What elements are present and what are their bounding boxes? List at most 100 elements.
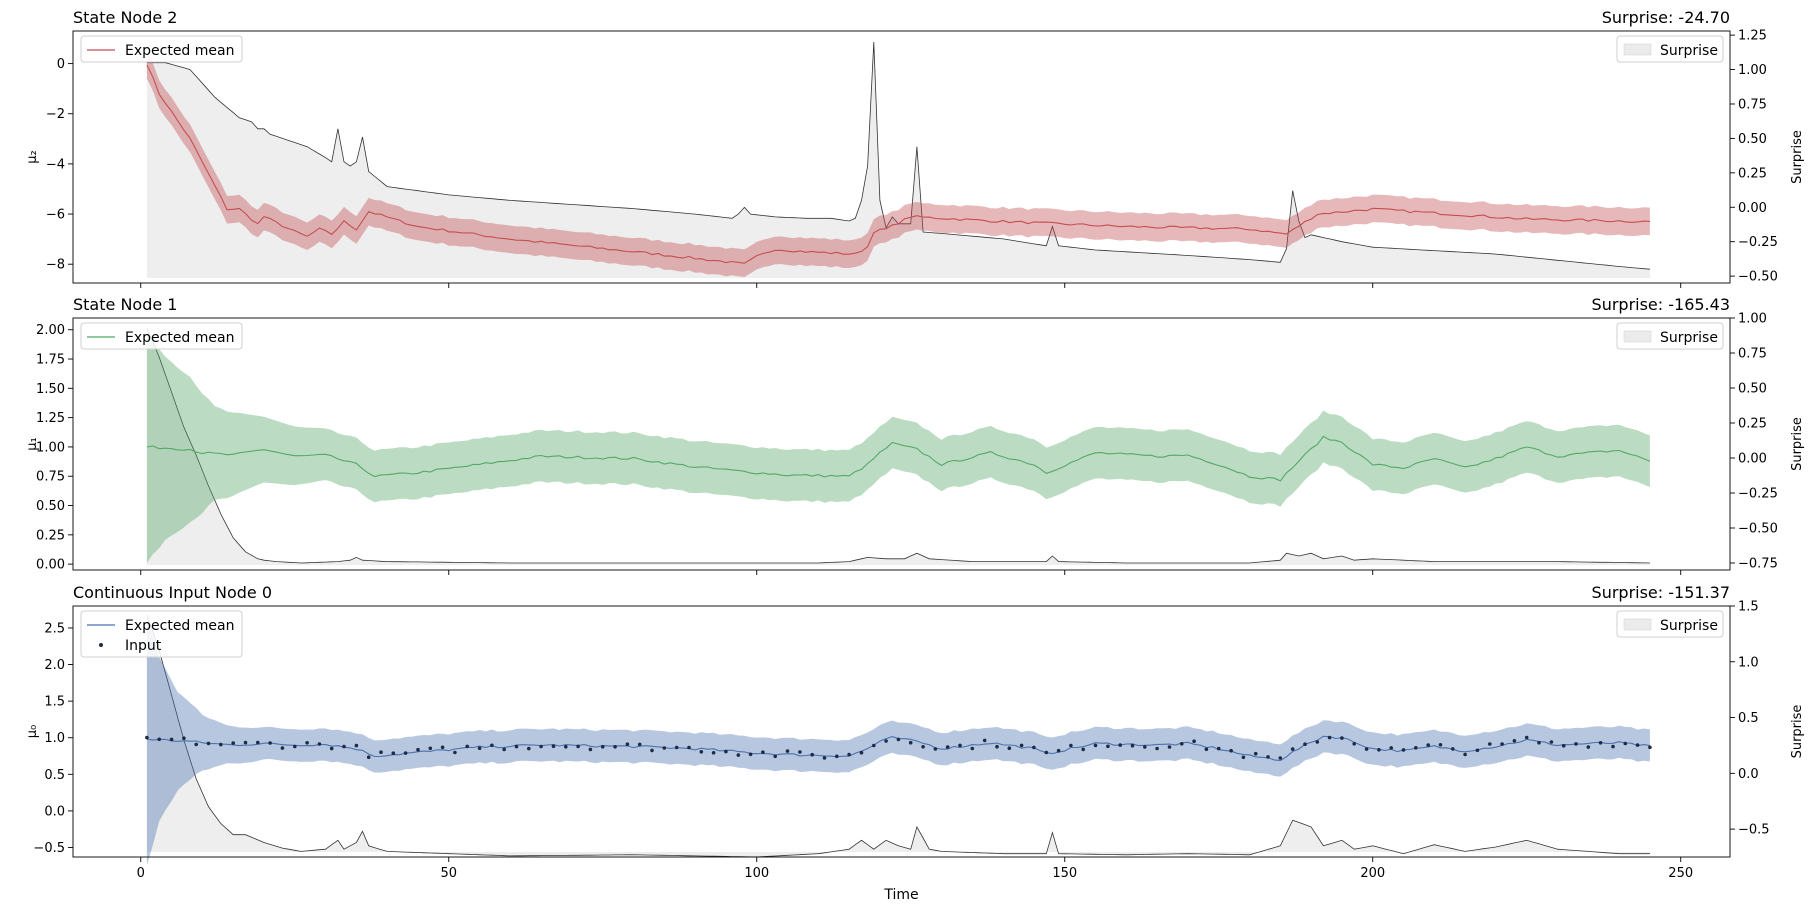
input-point	[785, 749, 790, 753]
input-point	[761, 750, 765, 754]
legend-right	[1616, 322, 1724, 350]
input-point	[1438, 743, 1443, 747]
input-point	[255, 740, 260, 745]
y-tick-label-right: 0.0	[1738, 767, 1759, 782]
input-point	[1561, 744, 1566, 748]
x-tick-label: 100	[744, 866, 769, 881]
input-point	[588, 747, 593, 752]
legend-input-swatch	[99, 643, 103, 647]
input-point	[1044, 750, 1049, 755]
plot-frame	[72, 30, 1731, 284]
y-tick-label: 1.75	[36, 353, 65, 368]
y-tick-label: 0.0	[44, 804, 65, 819]
legend-label: Expected mean	[125, 618, 234, 634]
input-point	[822, 756, 827, 760]
input-point	[958, 743, 962, 748]
input-point	[182, 736, 186, 740]
y-tick-label-right: 0.00	[1738, 452, 1767, 467]
input-point	[194, 742, 198, 747]
input-point	[1611, 744, 1615, 749]
input-point	[711, 751, 716, 755]
y-axis-label: μ₁	[25, 437, 40, 450]
input-point	[748, 752, 753, 757]
input-point	[1278, 756, 1283, 760]
y-tick-label-right: 0.50	[1738, 132, 1767, 147]
y-tick-label: 2.5	[44, 621, 65, 636]
input-point	[1069, 743, 1073, 748]
input-point	[1327, 735, 1332, 740]
input-point	[1266, 755, 1270, 759]
input-point	[564, 745, 568, 749]
input-point	[1143, 745, 1147, 749]
panel-surprise-total: Surprise: -151.37	[1592, 583, 1730, 602]
input-point	[1648, 745, 1652, 750]
input-point	[1414, 746, 1418, 750]
expected-mean-line	[146, 435, 1651, 482]
x-tick-label: 50	[440, 866, 457, 881]
input-point	[490, 743, 494, 748]
input-point	[662, 746, 667, 750]
input-point	[465, 744, 470, 749]
panel-3: 0 50 100 150 200 250 2.5 2.0 1.5 1.0 0.5 0.0 −0.5 1.5…	[25, 583, 1805, 903]
x-axis-label: Time	[883, 887, 918, 903]
y-tick-label-right: 1.0	[1738, 655, 1759, 670]
legend-label: Expected mean	[125, 43, 234, 59]
input-point	[1167, 745, 1172, 749]
y-tick-label: 2.00	[36, 323, 65, 338]
legend-right	[1616, 35, 1724, 63]
input-point	[1401, 748, 1406, 752]
y-tick-label-right: −0.25	[1738, 235, 1778, 250]
input-point	[477, 746, 482, 750]
input-point	[1426, 743, 1430, 747]
input-point	[1303, 742, 1307, 746]
y-tick-label: 0.5	[44, 768, 65, 783]
input-point	[502, 747, 507, 752]
input-point	[440, 745, 445, 750]
y-tick-label-right: 0.75	[1738, 347, 1767, 362]
input-point	[354, 743, 359, 748]
input-point	[1537, 740, 1541, 745]
input-point	[1032, 745, 1036, 750]
y-axis-label-right: Surprise	[1790, 417, 1805, 471]
input-point	[1340, 736, 1344, 740]
input-point	[231, 741, 235, 745]
input-point	[366, 755, 371, 759]
input-point	[1081, 747, 1085, 752]
y-tick-label-right: −0.25	[1738, 487, 1778, 502]
input-point	[1056, 748, 1061, 753]
input-point	[145, 735, 149, 740]
input-point	[908, 740, 913, 745]
y-tick-label-right: 0.50	[1738, 382, 1767, 397]
input-point	[1463, 752, 1467, 757]
y-axis-label-right: Surprise	[1790, 130, 1805, 184]
legend-left	[80, 35, 243, 63]
input-point	[1118, 743, 1122, 747]
y-tick-label-right: 0.25	[1738, 417, 1767, 432]
input-point	[1253, 751, 1258, 756]
y-tick-label: 1.50	[36, 382, 65, 397]
input-point	[1130, 743, 1135, 748]
y-tick-label: 0.00	[36, 558, 65, 573]
panel-title: State Node 2	[73, 8, 177, 27]
y-tick-label-right: 1.00	[1738, 312, 1767, 327]
y-tick-label-right: −0.50	[1738, 270, 1778, 285]
input-point	[982, 738, 987, 743]
input-point	[342, 744, 346, 749]
y-tick-label-right: −0.5	[1738, 823, 1770, 838]
legend-label: Surprise	[1660, 330, 1718, 346]
input-point	[810, 752, 814, 757]
input-point	[650, 748, 654, 753]
y-tick-label: 1.5	[44, 695, 65, 710]
input-point	[403, 751, 408, 755]
plot-frame	[72, 605, 1731, 858]
input-point	[416, 747, 420, 752]
input-point	[527, 746, 531, 751]
x-tick-label: 0	[137, 866, 145, 881]
input-point	[1229, 748, 1233, 753]
legend-right	[1616, 610, 1724, 638]
y-tick-label-right: 0.00	[1738, 201, 1767, 216]
input-point	[674, 745, 679, 750]
y-tick-label: 0	[57, 57, 65, 72]
input-point	[1216, 746, 1221, 751]
input-point	[317, 742, 322, 746]
